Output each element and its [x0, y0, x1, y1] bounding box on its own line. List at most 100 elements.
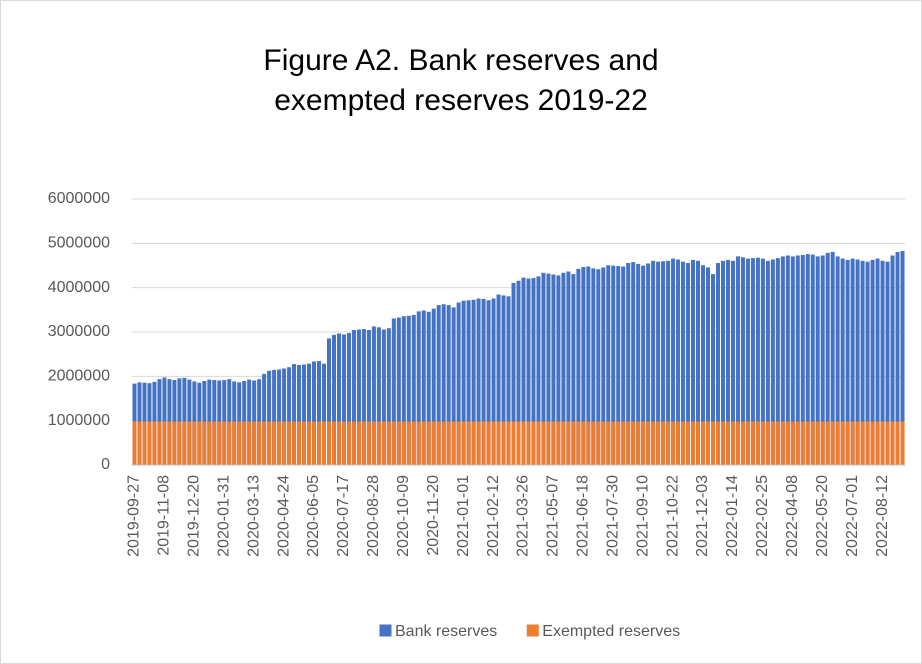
bar [496, 421, 501, 466]
bar [825, 421, 830, 466]
y-tick-label: 6000000 [48, 190, 110, 207]
y-tick-label: 5000000 [48, 235, 110, 252]
bar [471, 421, 476, 466]
bar [511, 421, 516, 466]
bar [331, 421, 336, 466]
legend-marker [379, 624, 392, 637]
x-tick-label: 2021-06-18 [575, 475, 592, 557]
bar [272, 421, 277, 466]
x-tick-label: 2021-01-01 [455, 475, 472, 557]
bar [855, 421, 860, 466]
bar [800, 421, 805, 466]
bar [277, 421, 282, 466]
bar [262, 421, 267, 466]
bar [676, 421, 681, 466]
bar [461, 421, 466, 466]
bar [541, 421, 546, 466]
bar [815, 421, 820, 466]
bar [177, 421, 182, 466]
bar [681, 421, 686, 466]
bar [765, 421, 770, 466]
bar [666, 421, 671, 466]
bar [307, 421, 312, 466]
bar [566, 421, 571, 466]
bar [257, 421, 262, 466]
bar [656, 421, 661, 466]
bar [531, 421, 536, 466]
bar [401, 421, 406, 466]
x-tick-label: 2021-05-07 [545, 475, 562, 557]
chart-title: Figure A2. Bank reserves and exempted res… [263, 44, 658, 117]
bar [596, 421, 601, 466]
bar [317, 421, 322, 466]
bar [840, 421, 845, 466]
x-tick-label: 2021-10-22 [664, 475, 681, 557]
bar [850, 421, 855, 466]
bar [880, 421, 885, 466]
bar [232, 421, 237, 466]
bar [516, 421, 521, 466]
bar [396, 421, 401, 466]
bar [740, 421, 745, 466]
x-tick-label: 2020-04-24 [275, 475, 292, 557]
bar [451, 421, 456, 466]
bar [421, 421, 426, 466]
bar [212, 421, 217, 466]
bar [626, 421, 631, 466]
bar [292, 421, 297, 466]
legend-label: Bank reserves [395, 623, 497, 640]
x-tick-label: 2021-07-30 [604, 475, 621, 557]
bar [322, 421, 326, 466]
bar [267, 421, 272, 466]
bar [207, 421, 212, 466]
bar [860, 421, 865, 466]
bar [591, 421, 596, 466]
bar [351, 421, 356, 466]
bar [142, 421, 147, 466]
bar [636, 421, 641, 466]
bar [287, 421, 292, 466]
bar [336, 421, 341, 466]
x-tick-label: 2020-01-31 [215, 475, 232, 557]
bar [770, 421, 775, 466]
bar [775, 421, 780, 466]
x-tick-label: 2020-10-09 [395, 475, 412, 557]
bar [172, 421, 177, 466]
bar [217, 421, 222, 466]
y-tick-label: 1000000 [48, 412, 110, 429]
bar [486, 421, 491, 466]
bar [571, 421, 576, 466]
legend-label: Exempted reserves [542, 623, 680, 640]
bar [715, 421, 720, 466]
bar [202, 421, 207, 466]
bar [701, 421, 706, 466]
bar [411, 421, 416, 466]
bar [696, 421, 701, 466]
bar [551, 421, 556, 466]
bar [381, 421, 386, 466]
x-tick-label: 2021-03-26 [515, 475, 532, 557]
bar [601, 421, 606, 466]
bar [730, 421, 735, 466]
bar [491, 421, 496, 466]
bar [371, 421, 376, 466]
bar [661, 421, 666, 466]
bar [526, 421, 531, 466]
x-tick-label: 2022-02-25 [754, 475, 771, 557]
x-tick-label: 2022-08-12 [874, 475, 891, 557]
x-tick-label: 2022-07-01 [844, 475, 861, 557]
bar [805, 421, 810, 466]
bar [646, 421, 651, 466]
x-tick-label: 2019-09-27 [126, 475, 143, 557]
bar [346, 421, 351, 466]
bar [252, 421, 257, 466]
bar [297, 421, 302, 466]
x-tick-label: 2020-07-17 [335, 475, 352, 557]
x-tick-label: 2021-09-10 [634, 475, 651, 557]
bar [376, 421, 381, 466]
bar [576, 421, 581, 466]
bar [895, 421, 900, 466]
bar [586, 421, 591, 466]
bar [521, 421, 526, 466]
